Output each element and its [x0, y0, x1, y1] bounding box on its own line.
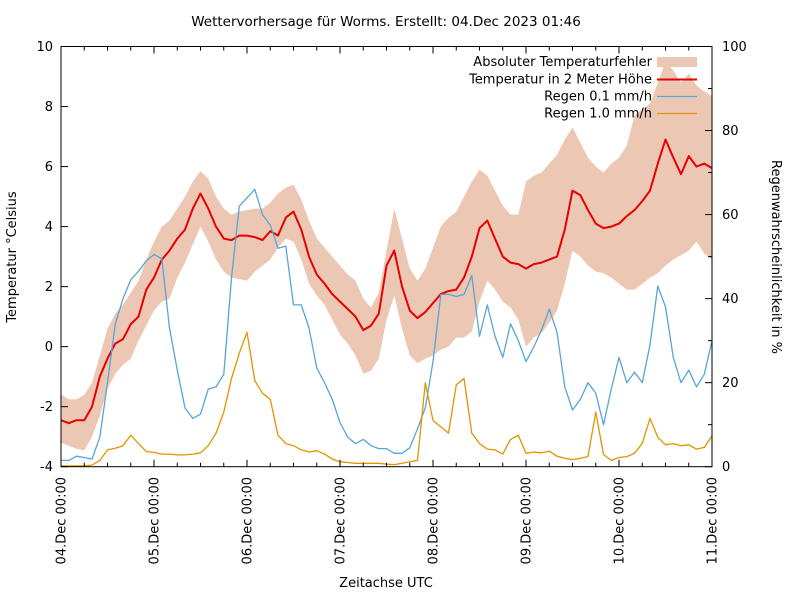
- left-tick-label: 2: [45, 280, 53, 295]
- chart-title: Wettervorhersage für Worms. Erstellt: 04…: [191, 14, 581, 30]
- x-tick-label: 07.Dec 00:00: [334, 477, 349, 564]
- left-tick-label: 8: [45, 100, 53, 115]
- right-tick-label: 100: [722, 40, 747, 55]
- rain01-line: [61, 188, 713, 462]
- x-tick-label: 06.Dec 00:00: [241, 477, 256, 564]
- right-tick-label: 0: [722, 460, 730, 475]
- x-tick-label: 04.Dec 00:00: [55, 477, 70, 564]
- left-tick-label: 6: [45, 160, 53, 175]
- left-tick-label: 10: [36, 40, 53, 55]
- legend-label-rain01: Regen 0.1 mm/h: [544, 90, 652, 105]
- left-axis-label: Temperatur °Celsius: [5, 191, 20, 324]
- right-tick-label: 60: [722, 208, 739, 223]
- x-axis-label: Zeitachse UTC: [339, 576, 433, 591]
- left-tick-label: -2: [40, 400, 53, 415]
- legend-error-band-swatch: [657, 57, 697, 67]
- legend: Absoluter Temperaturfehler Temperatur in…: [468, 55, 697, 122]
- temperature-line: [60, 138, 713, 425]
- left-tick-label: 0: [45, 340, 53, 355]
- right-axis-label: Regenwahrscheinlichkeit in %: [768, 160, 783, 354]
- error-band: [61, 61, 712, 451]
- x-tick-label: 10.Dec 00:00: [613, 477, 628, 564]
- right-tick-label: 20: [722, 376, 739, 391]
- right-tick-label: 80: [722, 124, 739, 139]
- x-tick-label: 09.Dec 00:00: [520, 477, 535, 564]
- left-tick-label: -4: [40, 460, 53, 475]
- x-tick-label: 11.Dec 00:00: [706, 477, 721, 564]
- right-tick-label: 40: [722, 292, 739, 307]
- rain10-line: [61, 331, 713, 467]
- x-tick-label: 08.Dec 00:00: [427, 477, 442, 564]
- legend-label-rain10: Regen 1.0 mm/h: [544, 107, 652, 122]
- left-tick-label: 4: [45, 220, 53, 235]
- legend-label-error-band: Absoluter Temperaturfehler: [473, 55, 652, 70]
- legend-label-temperature: Temperatur in 2 Meter Höhe: [468, 73, 652, 88]
- x-tick-label: 05.Dec 00:00: [148, 477, 163, 564]
